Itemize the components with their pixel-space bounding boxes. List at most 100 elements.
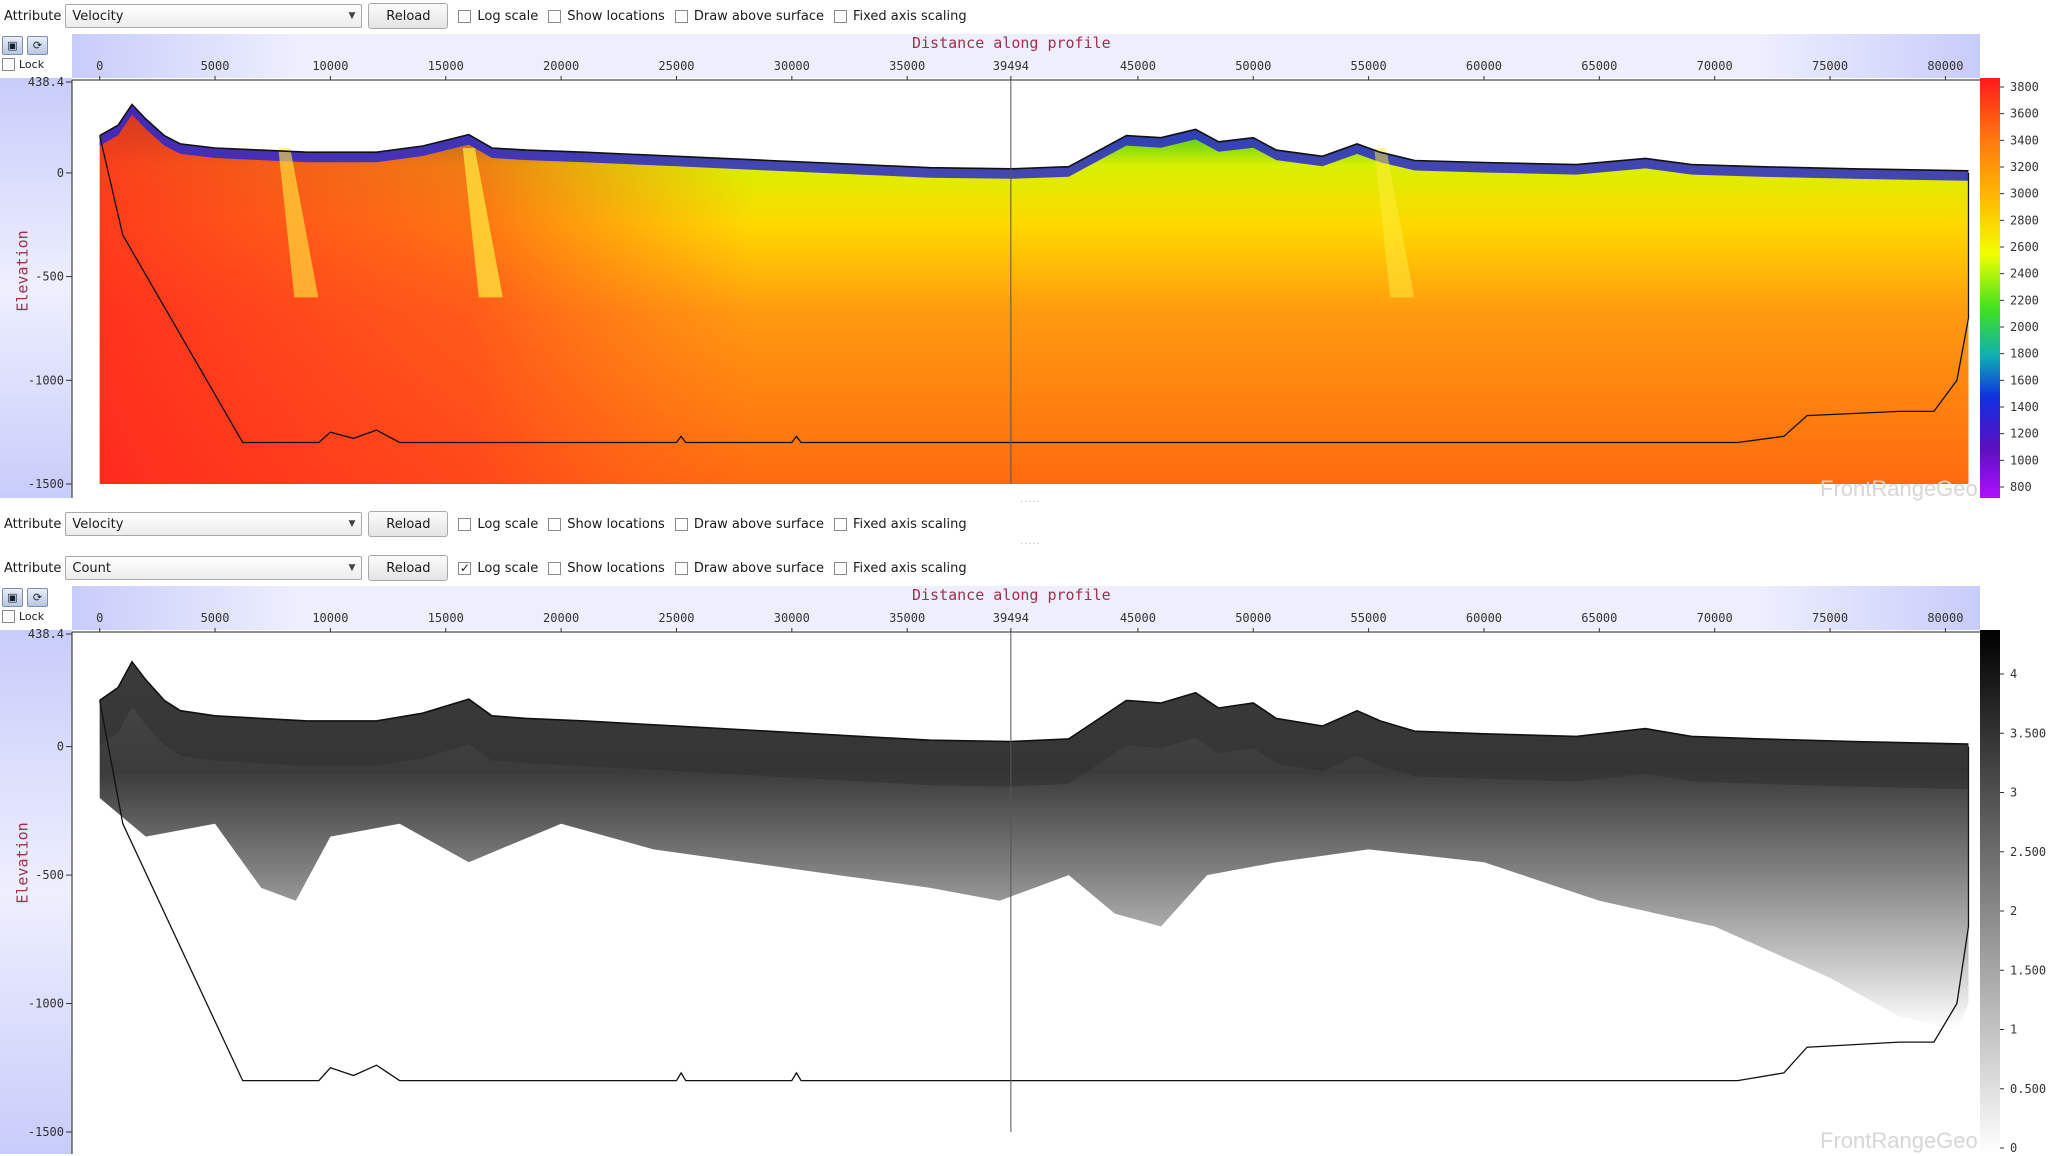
x-tick-label: 55000 [1351, 611, 1387, 625]
checkbox-box[interactable] [548, 517, 562, 531]
colorbar [1980, 78, 2000, 498]
log-scale-label: Log scale [477, 8, 539, 24]
colorbar-tick-label: 2 [2010, 904, 2017, 918]
lock-label: Lock [19, 58, 45, 71]
checkbox-box[interactable] [548, 9, 562, 23]
draw-above-surface-checkbox[interactable]: Draw above surface [674, 560, 824, 576]
refresh-icon[interactable]: ⟳ [27, 36, 48, 55]
x-tick-label: 25000 [658, 59, 694, 73]
lock-checkbox[interactable]: Lock [2, 610, 44, 623]
fixed-axis-scaling-checkbox[interactable]: Fixed axis scaling [833, 9, 967, 24]
colorbar-tick-label: 0.500 [2010, 1082, 2046, 1096]
colorbar-tick-label: 0 [2010, 1141, 2017, 1155]
refresh-icon[interactable]: ⟳ [27, 588, 48, 607]
colorbar-tick-label: 4 [2010, 667, 2017, 681]
plot-canvas[interactable]: 0 5000 10000 15000 20000 25000 30000 35000 39494… [0, 584, 2056, 1156]
velocity-profile-plot[interactable]: ▣ ⟳ Lock [0, 32, 2056, 501]
checkbox-box[interactable]: ✓ [458, 560, 472, 575]
checkbox-box[interactable] [833, 517, 847, 531]
checkbox-box[interactable] [833, 9, 847, 23]
watermark: FrontRangeGeo [1820, 476, 1978, 501]
x-tick-label: 25000 [658, 611, 694, 625]
fixed-axis-scaling-checkbox[interactable]: Fixed axis scaling [833, 561, 967, 576]
y-tick-label: -1000 [28, 997, 64, 1011]
x-tick-label: 0 [96, 611, 103, 625]
checkbox-box[interactable] [2, 58, 15, 71]
checkbox-box[interactable] [548, 561, 562, 575]
colorbar-tick-label: 3.500 [2010, 726, 2046, 740]
splitter-handle[interactable]: ..... [1020, 494, 1041, 505]
camera-icon[interactable]: ▣ [2, 588, 23, 607]
colorbar-tick-label: 2400 [2010, 267, 2039, 281]
attribute-value: Velocity [72, 8, 124, 24]
x-tick-label: 65000 [1581, 611, 1617, 625]
colorbar-tick-label: 2600 [2010, 240, 2039, 254]
attribute-select[interactable]: Count ▼ [65, 556, 363, 580]
x-tick-label: 70000 [1697, 59, 1733, 73]
y-axis-title: Elevation [13, 822, 32, 904]
colorbar-tick-label: 1800 [2010, 347, 2039, 361]
y-tick-label: -1500 [28, 1125, 64, 1139]
colorbar-tick-label: 2000 [2010, 320, 2039, 334]
x-tick-label: 5000 [201, 59, 230, 73]
x-tick-label: 45000 [1120, 59, 1156, 73]
colorbar-tick-label: 1 [2010, 1023, 2017, 1037]
checkbox-box[interactable] [2, 610, 15, 623]
checkbox-box[interactable] [458, 517, 472, 531]
attribute-label: Attribute [4, 516, 62, 532]
count-profile-plot[interactable]: ▣ ⟳ Lock 0 5000 1 0 0 [0, 584, 2056, 1156]
attribute-select[interactable]: Velocity ▼ [65, 4, 363, 28]
x-tick-label: 65000 [1581, 59, 1617, 73]
model-boundary-line [99, 135, 1970, 444]
toolbar-top: Attribute Velocity ▼ Reload Log scale Sh… [0, 0, 2056, 32]
show-locations-checkbox[interactable]: Show locations [548, 561, 665, 576]
show-locations-checkbox[interactable]: Show locations [548, 517, 665, 532]
y-axis-band [0, 630, 72, 1154]
attribute-value: Count [72, 560, 112, 576]
y-tick-label: 438.4 [28, 627, 64, 641]
log-scale-checkbox[interactable]: Log scale [458, 517, 538, 532]
camera-icon[interactable]: ▣ [2, 36, 23, 55]
y-axis-title: Elevation [13, 230, 32, 312]
x-tick-label: 10000 [312, 611, 348, 625]
checkbox-box[interactable] [674, 561, 688, 575]
colorbar-tick-label: 3 [2010, 786, 2017, 800]
attribute-label: Attribute [4, 560, 62, 576]
x-tick-label: 80000 [1927, 59, 1963, 73]
checkbox-box[interactable] [833, 561, 847, 575]
attribute-select[interactable]: Velocity ▼ [65, 512, 363, 536]
log-scale-checkbox[interactable]: Log scale [458, 9, 538, 24]
velocity-field [99, 104, 1969, 484]
x-tick-label: 70000 [1697, 611, 1733, 625]
x-tick-label: 75000 [1812, 611, 1848, 625]
plot-canvas[interactable]: 0 5000 10000 15000 20000 25000 30000 35000 39494… [0, 32, 2056, 500]
splitter-handle[interactable]: ..... [1020, 536, 1041, 547]
checkbox-box[interactable] [458, 9, 472, 23]
draw-above-surface-checkbox[interactable]: Draw above surface [674, 517, 824, 532]
checkbox-box[interactable] [674, 517, 688, 531]
x-axis-title: Distance along profile [912, 586, 1111, 604]
lock-label: Lock [19, 610, 45, 623]
draw-above-surface-checkbox[interactable]: Draw above surface [674, 9, 824, 24]
fixed-axis-scaling-checkbox[interactable]: Fixed axis scaling [833, 516, 967, 532]
attribute-label: Attribute [4, 8, 62, 24]
y-tick-label: -500 [35, 270, 64, 284]
checkbox-box[interactable] [674, 9, 688, 23]
x-axis-title: Distance along profile [912, 34, 1111, 52]
y-tick-label: -1000 [28, 373, 64, 387]
reload-button[interactable]: Reload [368, 3, 449, 29]
model-boundary-line [99, 700, 1970, 1082]
x-tick-label: 80000 [1927, 611, 1963, 625]
reload-button[interactable]: Reload [368, 511, 449, 537]
log-scale-checkbox[interactable]: ✓ Log scale [458, 561, 538, 576]
draw-above-surface-label: Draw above surface [693, 560, 824, 576]
x-tick-label: 45000 [1120, 611, 1156, 625]
show-locations-checkbox[interactable]: Show locations [548, 9, 665, 24]
x-tick-label: 15000 [428, 59, 464, 73]
low-velocity-band [99, 104, 1969, 181]
x-tick-label: 50000 [1235, 59, 1271, 73]
reload-button[interactable]: Reload [368, 555, 449, 581]
lock-checkbox[interactable]: Lock [2, 58, 44, 71]
colorbar-tick-label: 1200 [2010, 427, 2039, 441]
fixed-axis-scaling-label: Fixed axis scaling [852, 516, 967, 532]
